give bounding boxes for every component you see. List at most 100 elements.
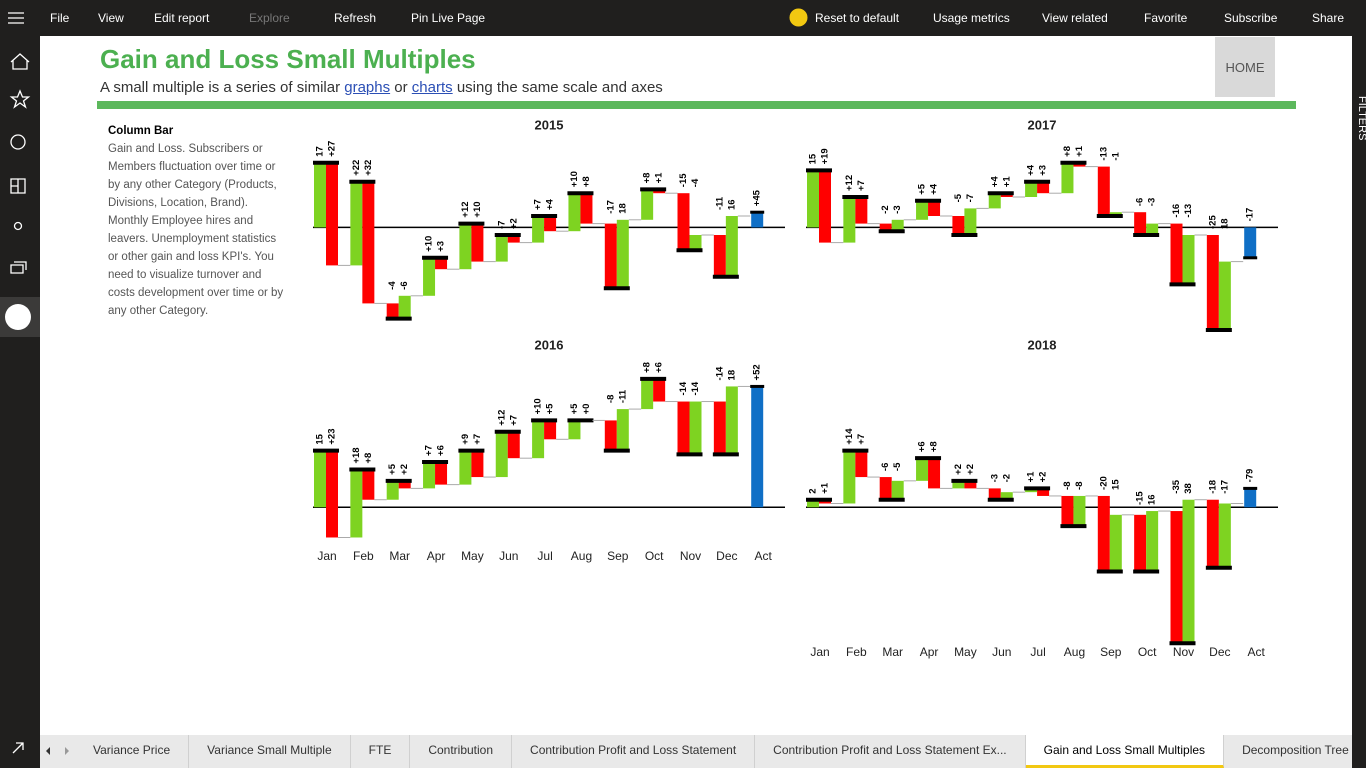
data-label: +8 [929,441,940,452]
x-tick-label: Dec [1209,645,1230,659]
x-tick-label: Jun [499,549,518,563]
bar [423,461,436,489]
tab-arrows[interactable] [40,735,75,768]
total-bar [1244,227,1257,258]
data-label: +4 [989,176,1000,188]
nav-apps[interactable] [10,178,26,194]
report-tab[interactable]: FTE [351,735,411,768]
bar [362,469,375,500]
data-label: +7 [856,434,867,445]
bar [386,480,399,500]
x-tick-label: Apr [920,645,939,659]
nav-icons [0,53,40,754]
nav-expand[interactable] [12,742,24,754]
bar [544,216,557,232]
x-tick-label: Sep [1100,645,1122,659]
bar [398,295,411,319]
filters-label[interactable]: FILTERS [1356,96,1366,141]
nav-shared[interactable] [13,221,23,231]
bar [1206,499,1219,568]
report-tab[interactable]: Contribution Profit and Loss Statement E… [755,735,1026,768]
data-label: -8 [1074,481,1085,489]
bar [879,477,892,500]
bar [544,420,557,440]
link-charts[interactable]: charts [411,79,453,96]
x-tick-label: Jan [810,645,829,659]
report-tab[interactable]: Variance Price [75,735,190,768]
menu-refresh[interactable]: Refresh [334,11,377,25]
data-label: -14 [714,366,725,380]
menu-subscribe[interactable]: Subscribe [1224,11,1278,25]
x-tick-label: Apr [427,549,446,563]
nav-favorites[interactable] [9,89,31,109]
nav-home[interactable] [10,53,30,70]
data-label: -7 [496,221,507,229]
bar [1146,511,1159,572]
data-label: +10 [424,236,435,252]
report-tab[interactable]: Gain and Loss Small Multiples [1025,735,1225,768]
data-label: +5 [569,403,580,415]
link-graphs[interactable]: graphs [344,79,391,96]
bar [1218,503,1231,568]
data-label: -3 [989,474,1000,482]
menu-usage[interactable]: Usage metrics [933,11,1010,25]
menu-edit[interactable]: Edit report [154,11,210,25]
bar [1182,235,1195,285]
data-label: 15 [808,153,819,164]
report-tab[interactable]: Variance Small Multiple [189,735,351,768]
data-label: +1 [820,482,831,494]
menu-share[interactable]: Share [1312,11,1345,25]
bar [459,223,472,270]
data-label: +22 [351,160,362,176]
data-label: +3 [436,241,447,252]
bar [1134,212,1147,235]
bar [616,219,629,289]
bar [1134,514,1147,572]
nav-recent[interactable] [10,134,26,150]
bar [423,257,436,296]
bar [1061,162,1074,194]
bar [459,450,472,485]
menu-favorite[interactable]: Favorite [1144,11,1188,25]
data-label: 18 [617,203,628,214]
bar [964,480,977,489]
data-label: -7 [965,194,976,202]
menu-reset[interactable]: Reset to default [815,11,900,25]
x-tick-label: Jun [992,645,1011,659]
bar [677,193,690,251]
data-label: +5 [387,463,398,475]
filters-pane[interactable] [1352,36,1366,768]
x-tick-label: Oct [645,549,664,563]
tab-arrows-icon[interactable] [40,735,75,768]
data-label: +10 [569,171,580,187]
menu-related[interactable]: View related [1042,11,1108,25]
description: Column Bar Gain and Loss. Subscribers or … [108,122,284,320]
report-tab[interactable]: Contribution Profit and Loss Statement [512,735,756,768]
bar [507,431,520,459]
bar [1037,488,1050,496]
x-tick-label: May [461,549,484,563]
data-label: -13 [1098,147,1109,161]
data-label: +4 [545,198,556,210]
report-tab[interactable]: Decomposition Tree [1224,735,1352,768]
bar [964,208,977,235]
data-label: -11 [617,389,628,403]
menu-file[interactable]: File [50,11,70,25]
data-label: -14 [678,381,689,395]
data-label: -18 [1207,480,1218,494]
menu-icon[interactable] [8,11,24,25]
data-label: -3 [1147,198,1158,206]
data-label: +7 [533,199,544,210]
bar [580,193,593,224]
report-tab[interactable]: Contribution [410,735,513,768]
home-button[interactable]: HOME [1215,37,1275,97]
data-label: +3 [1038,165,1049,176]
nav-avatar[interactable] [5,304,31,330]
data-label: +0 [581,404,592,415]
menu-view[interactable]: View [98,11,124,25]
nav-workspaces[interactable] [10,261,27,274]
menu-pin[interactable]: Pin Live Page [411,11,486,25]
data-label: +1 [1074,145,1085,157]
bar [1061,495,1074,527]
chart-title: 2018 [1028,337,1057,352]
